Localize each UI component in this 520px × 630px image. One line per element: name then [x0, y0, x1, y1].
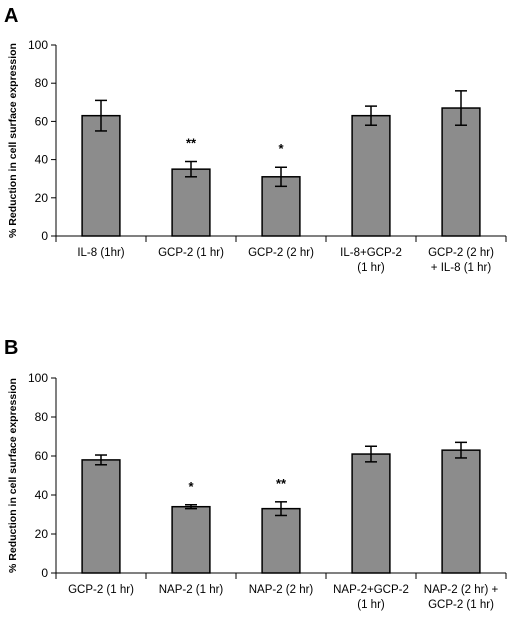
panel-a: A % Reduction in cell surface expression 0… [0, 0, 520, 300]
y-tick-label: 0 [41, 229, 48, 243]
category-label: (1 hr) [357, 262, 385, 274]
category-label: NAP-2 (1 hr) [159, 584, 224, 596]
y-tick-label: 20 [35, 527, 49, 541]
bar [81, 114, 121, 237]
significance-marker: * [278, 141, 284, 156]
y-tick-label: 40 [35, 488, 49, 502]
y-tick-label: 0 [41, 566, 48, 580]
category-label: IL-8+GCP-2 [340, 247, 402, 259]
y-tick-label: 60 [35, 449, 49, 463]
chart-b: B % Reduction in cell surface expression 0… [4, 337, 507, 611]
panel-letter: A [4, 5, 18, 27]
category-label: GCP-2 (2 hr) [248, 247, 314, 259]
category-label: GCP-2 (2 hr) [428, 247, 494, 259]
significance-marker: * [188, 479, 194, 494]
y-tick-label: 20 [35, 191, 49, 205]
category-label: NAP-2 (2 hr) [249, 584, 314, 596]
category-label: IL-8 (1hr) [77, 247, 124, 259]
significance-marker: ** [186, 136, 197, 151]
bar [441, 107, 481, 237]
y-tick-label: 80 [35, 410, 49, 424]
y-tick-label: 60 [35, 114, 49, 128]
category-label: GCP-2 (1 hr) [68, 584, 134, 596]
y-tick-label: 100 [28, 38, 48, 52]
category-label: GCP-2 (1 hr) [158, 247, 224, 259]
y-axis-label: % Reduction in cell surface expression [7, 378, 19, 573]
bar [261, 507, 301, 574]
bar [81, 459, 121, 574]
y-tick-label: 80 [35, 76, 49, 90]
y-tick-label: 40 [35, 153, 49, 167]
significance-marker: ** [276, 476, 287, 491]
y-tick-label: 100 [28, 371, 48, 385]
panel-letter: B [4, 337, 18, 359]
chart-a: A % Reduction in cell surface expression 0… [4, 5, 507, 274]
y-axis-label: % Reduction in cell surface expression [7, 43, 19, 238]
panel-b: B % Reduction in cell surface expression 0… [0, 330, 520, 630]
category-label: GCP-2 (1 hr) [428, 599, 494, 611]
bar [351, 453, 391, 574]
category-label: NAP-2 (2 hr) + [424, 584, 499, 596]
bar [441, 449, 481, 574]
category-label: NAP-2+GCP-2 [333, 584, 409, 596]
bar [171, 505, 211, 574]
bar [351, 114, 391, 237]
category-label: (1 hr) [357, 599, 385, 611]
category-label: + IL-8 (1 hr) [431, 262, 492, 274]
bar [171, 168, 211, 237]
